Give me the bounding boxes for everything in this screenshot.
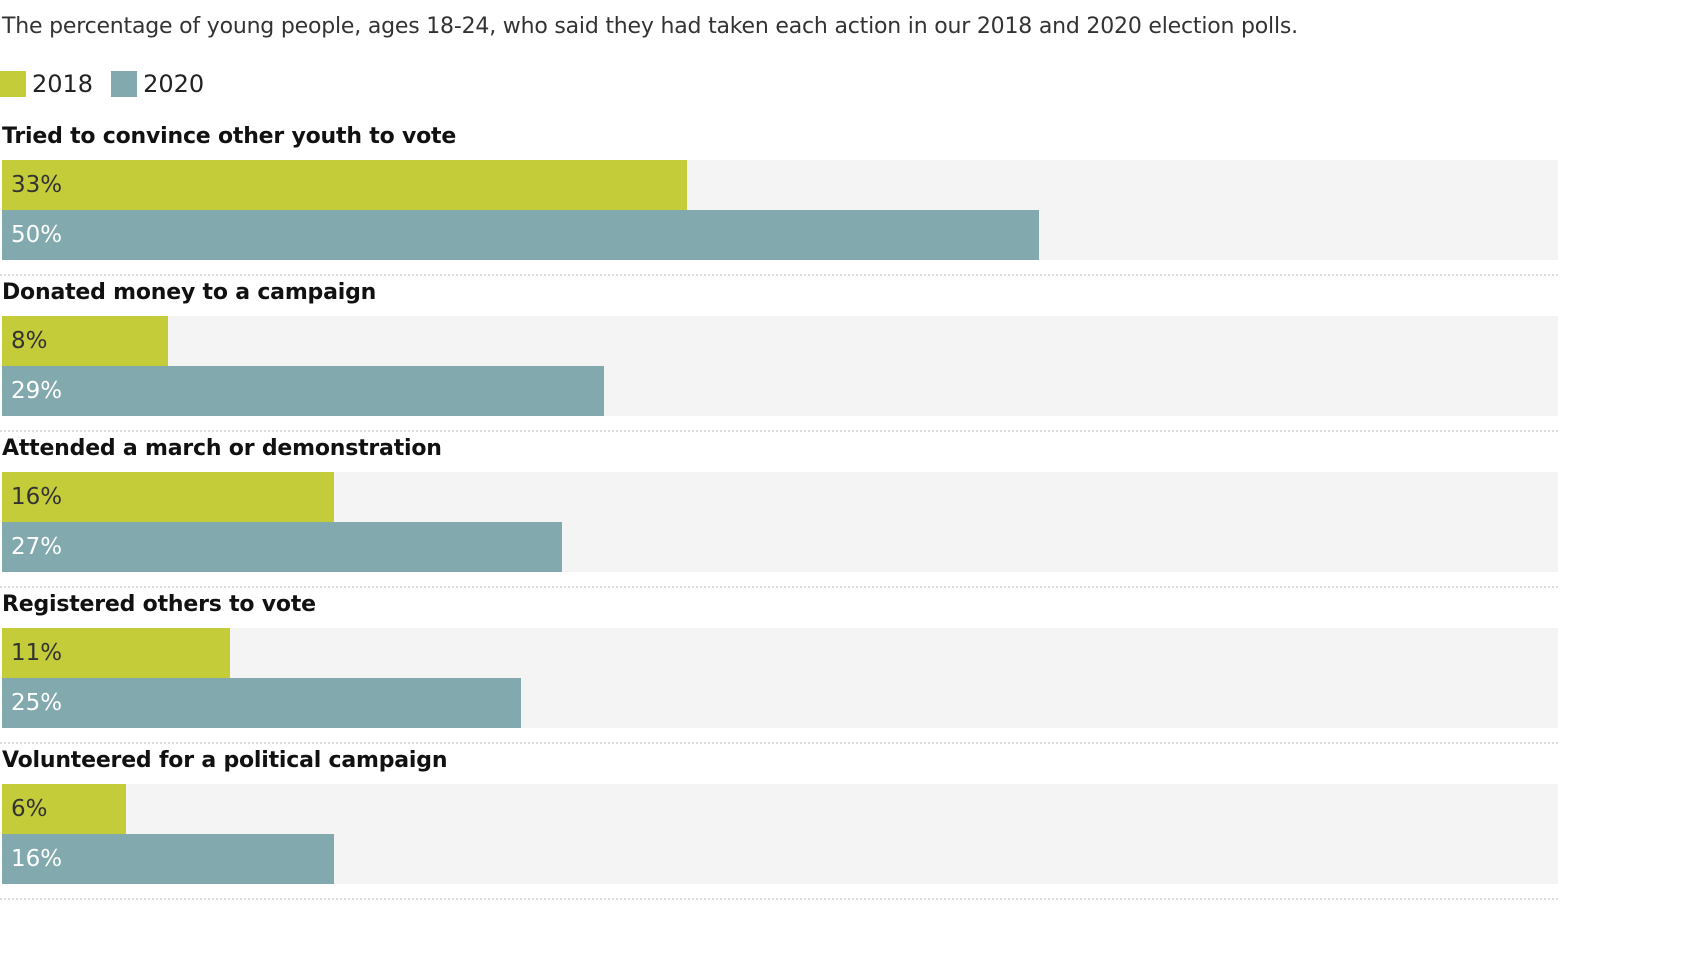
bar-value-2018: 33% [11,172,63,198]
legend-item-2018: 2018 [0,70,93,98]
bar-track-2020: 27% [2,522,1558,572]
bar-track-2020: 16% [2,834,1558,884]
bar-track-2018: 33% [2,160,1558,210]
bar-group: Registered others to vote 11% 25% [0,588,1558,744]
bar-2018 [2,472,334,522]
bar-group: Tried to convince other youth to vote 33… [0,120,1558,276]
bar-track-2018: 8% [2,316,1558,366]
bar-2018 [2,628,231,678]
bar-value-2018: 8% [11,328,48,354]
category-label: Registered others to vote [2,592,316,617]
category-label: Tried to convince other youth to vote [2,124,457,149]
bar-2018 [2,784,127,834]
legend-swatch-2018 [0,71,26,97]
bar-2020 [2,834,334,884]
legend-item-2020: 2020 [111,70,204,98]
bar-group: Attended a march or demonstration 16% 27… [0,432,1558,588]
bar-2020 [2,522,563,572]
bar-groups: Tried to convince other youth to vote 33… [0,120,1558,900]
bar-track-2018: 6% [2,784,1558,834]
bar-value-2020: 27% [11,534,63,560]
bar-2020 [2,210,1040,260]
legend-label-2018: 2018 [32,70,94,98]
bar-value-2018: 6% [11,796,48,822]
category-label: Volunteered for a political campaign [2,748,448,773]
bar-track-2020: 29% [2,366,1558,416]
legend: 2018 2020 [0,70,222,98]
bar-track-2018: 16% [2,472,1558,522]
bar-value-2020: 16% [11,846,63,872]
bar-2020 [2,366,604,416]
legend-label-2020: 2020 [143,70,205,98]
bar-value-2018: 11% [11,640,63,666]
chart-subtitle: The percentage of young people, ages 18-… [2,14,1298,39]
bar-value-2020: 29% [11,378,63,404]
bar-track-2020: 50% [2,210,1558,260]
bar-2018 [2,316,168,366]
category-label: Donated money to a campaign [2,280,377,305]
bar-group: Volunteered for a political campaign 6% … [0,744,1558,900]
bar-track-2020: 25% [2,678,1558,728]
bar-value-2018: 16% [11,484,63,510]
bar-2020 [2,678,521,728]
bar-value-2020: 50% [11,222,63,248]
bar-group: Donated money to a campaign 8% 29% [0,276,1558,432]
bar-value-2020: 25% [11,690,63,716]
bar-2018 [2,160,687,210]
bar-track-2018: 11% [2,628,1558,678]
legend-swatch-2020 [111,71,138,97]
category-label: Attended a march or demonstration [2,436,442,461]
